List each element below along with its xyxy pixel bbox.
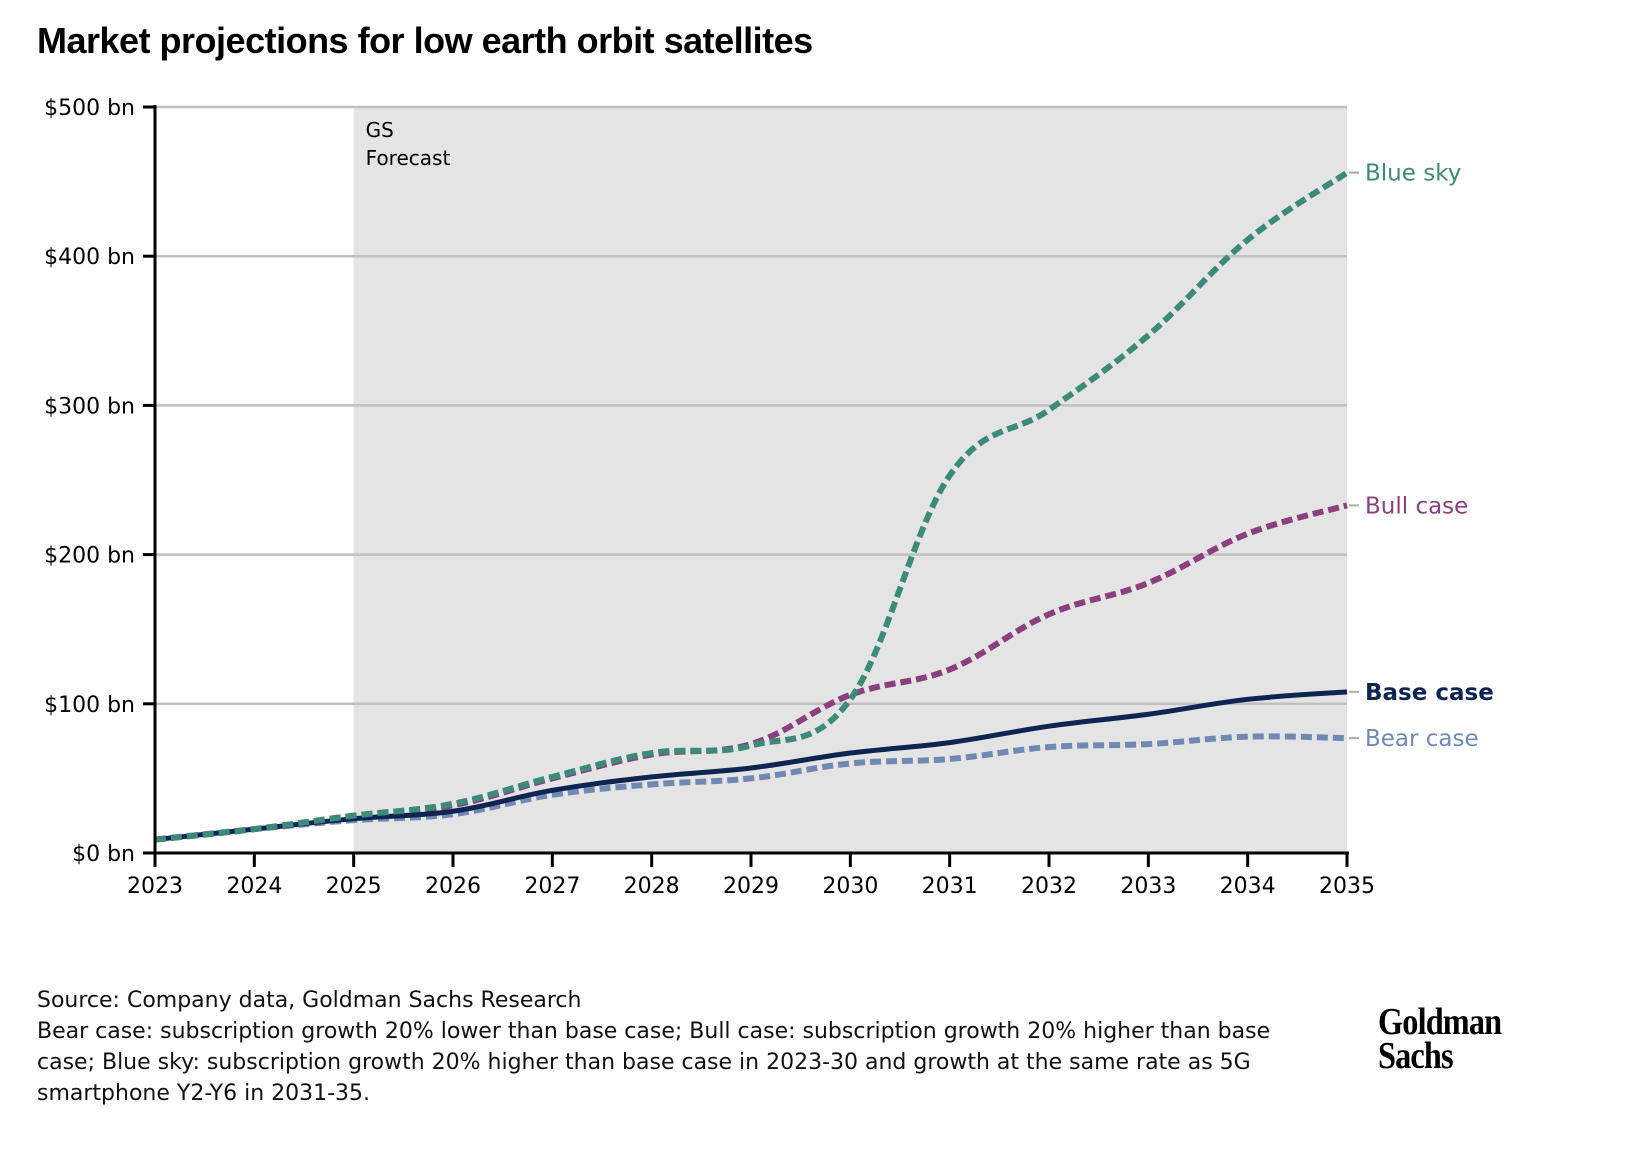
x-tick-label: 2028 bbox=[624, 874, 680, 899]
x-tick-label: 2029 bbox=[723, 874, 779, 899]
logo-line-2: Sachs bbox=[1378, 1035, 1454, 1077]
series-label-bear-case: Bear case bbox=[1365, 726, 1479, 752]
x-tick-label: 2025 bbox=[326, 874, 382, 899]
chart-footer: Source: Company data, Goldman Sachs Rese… bbox=[37, 985, 1367, 1109]
x-tick-label: 2026 bbox=[425, 874, 481, 899]
x-tick-label: 2030 bbox=[822, 874, 878, 899]
x-tick-label: 2033 bbox=[1120, 874, 1176, 899]
series-line-blue-sky bbox=[154, 170, 1349, 843]
forecast-region bbox=[353, 107, 1348, 853]
y-tick-label: $500 bn bbox=[44, 96, 135, 121]
x-tick-label: 2024 bbox=[226, 874, 282, 899]
source-note: Source: Company data, Goldman Sachs Rese… bbox=[37, 988, 582, 1013]
x-tick-label: 2023 bbox=[127, 874, 183, 899]
x-tick-label: 2034 bbox=[1220, 874, 1276, 899]
series-label-base-case: Base case bbox=[1365, 680, 1494, 706]
series-labels: Bear case Bull case Base case Blue sky bbox=[1349, 161, 1494, 752]
x-tick-label: 2032 bbox=[1021, 874, 1077, 899]
logo-line-1: Goldman bbox=[1378, 1001, 1502, 1043]
series-label-blue-sky: Blue sky bbox=[1365, 161, 1461, 187]
goldman-sachs-logo: Goldman Sachs bbox=[1378, 1001, 1502, 1077]
forecast-label-line-1: GS bbox=[366, 118, 394, 142]
axes: $0 bn $100 bn $200 bn $300 bn $400 bn $500 bn… bbox=[44, 96, 1375, 899]
forecast-label-line-2: Forecast bbox=[366, 146, 451, 170]
y-tick-label: $400 bn bbox=[44, 245, 135, 270]
y-tick-label: $200 bn bbox=[44, 544, 135, 569]
x-tick-label: 2031 bbox=[922, 874, 978, 899]
chart-title: Market projections for low earth orbit s… bbox=[37, 20, 813, 61]
x-tick-label: 2035 bbox=[1319, 874, 1375, 899]
scenario-notes: Bear case: subscription growth 20% lower… bbox=[37, 1019, 1271, 1106]
y-tick-label: $300 bn bbox=[44, 394, 135, 419]
y-tick-label: $0 bn bbox=[72, 842, 135, 867]
gridlines bbox=[155, 105, 1347, 706]
y-tick-label: $100 bn bbox=[44, 693, 135, 718]
series-label-bull-case: Bull case bbox=[1365, 493, 1468, 519]
x-tick-label: 2027 bbox=[524, 874, 580, 899]
forecast-shade-layer: GS Forecast bbox=[353, 107, 1348, 853]
series-lines bbox=[154, 170, 1349, 843]
line-chart: GS Forecast $0 bn $100 bn $200 bn $300 bn $40… bbox=[44, 96, 1494, 899]
